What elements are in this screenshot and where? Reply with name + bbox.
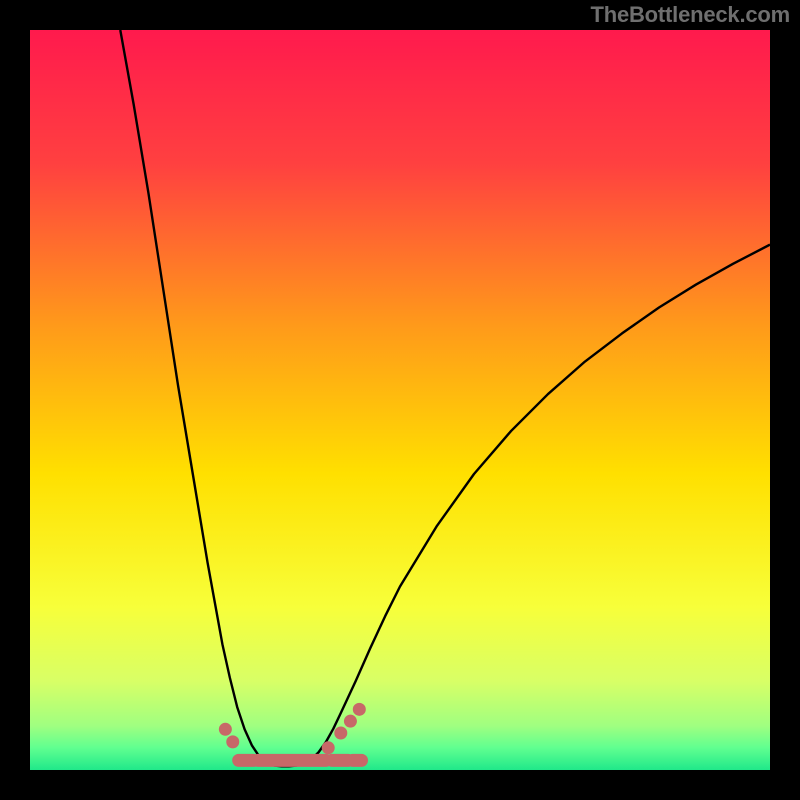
marker-dot (226, 735, 239, 748)
marker-dot (322, 741, 335, 754)
chart-container: TheBottleneck.com (0, 0, 800, 800)
gradient-background (30, 30, 770, 770)
marker-dot (353, 703, 366, 716)
plot-area (30, 30, 770, 770)
plot-svg (30, 30, 770, 770)
marker-dot (334, 727, 347, 740)
marker-dot (219, 723, 232, 736)
watermark-text: TheBottleneck.com (590, 2, 790, 28)
marker-dot (344, 715, 357, 728)
